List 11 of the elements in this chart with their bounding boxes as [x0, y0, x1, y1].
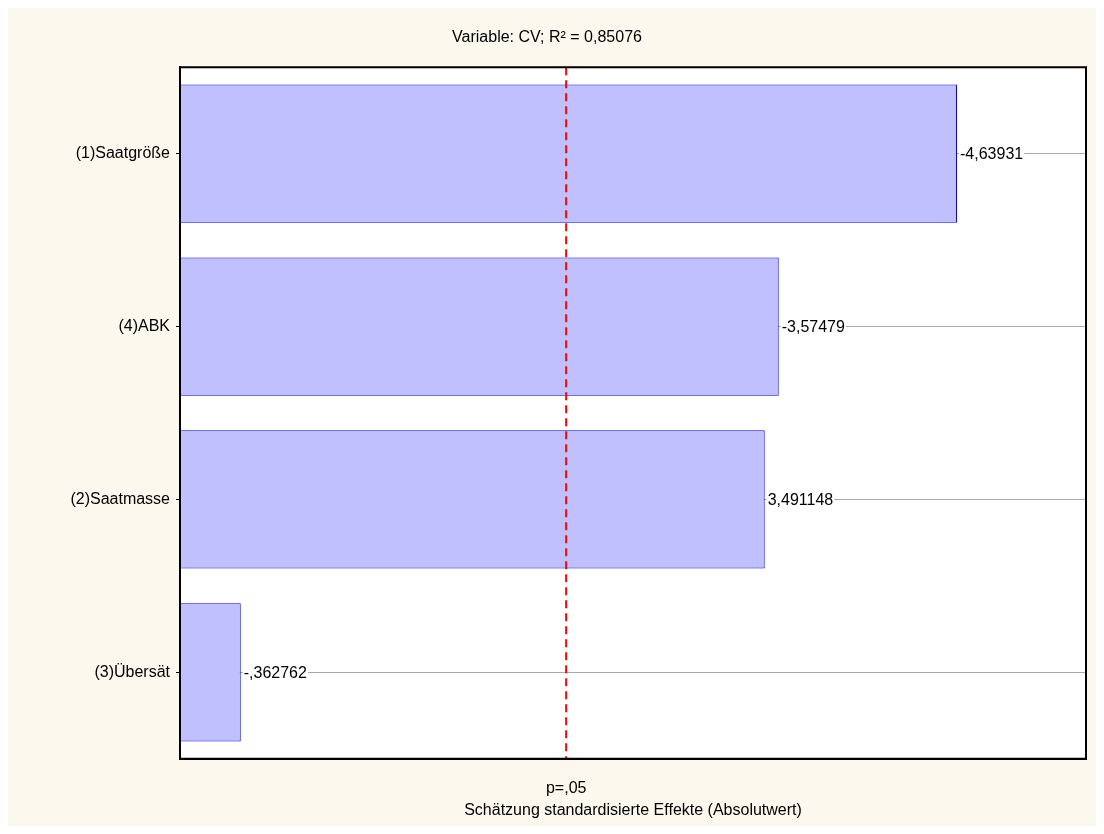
y-tick-label: (2)Saatmasse	[70, 489, 171, 507]
ref-line-label: p=,05	[545, 779, 587, 797]
y-tick-label: (3)Übersät	[94, 662, 171, 680]
y-tick-label: (4)ABK	[118, 316, 171, 334]
annotation: 3,491148	[767, 490, 834, 508]
x-axis-title: Schätzung standardisierte Effekte (Absolutwert)	[464, 800, 802, 818]
text: -4,63931	[960, 145, 1024, 163]
y-tick-label: (1)Saatgröße	[75, 144, 171, 162]
annotation: -3,57479	[781, 317, 845, 335]
annotation: -,362762	[243, 663, 308, 681]
chart-title: Variable: CV; R² = 0,85076	[452, 28, 643, 46]
